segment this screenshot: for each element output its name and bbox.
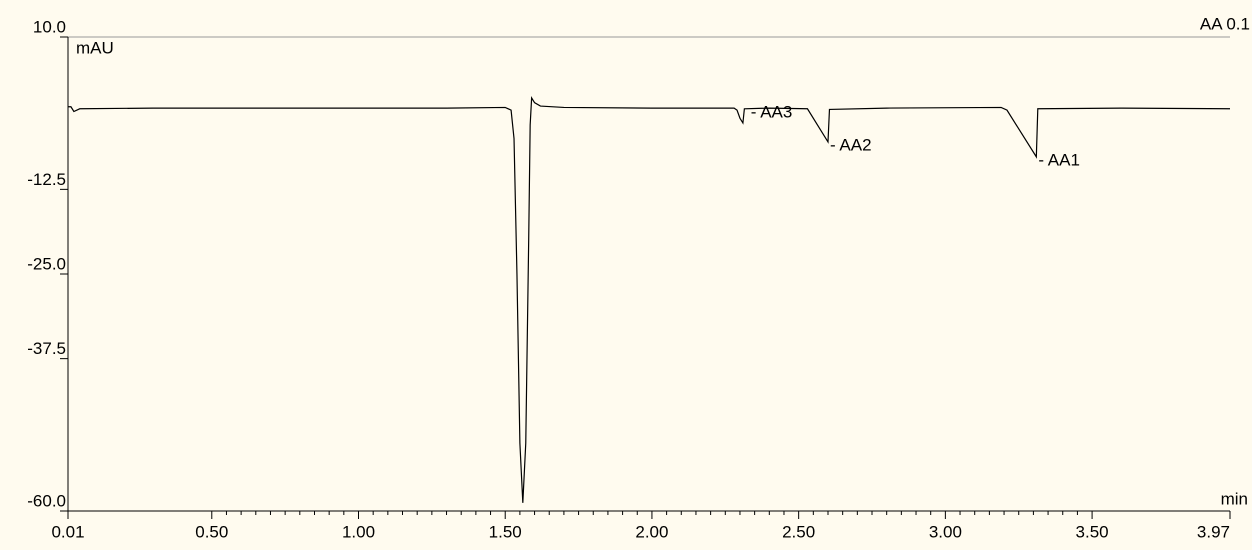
x-tick-label: 3.00 (929, 522, 962, 541)
peak-label: - AA2 (830, 135, 872, 154)
y-axis-label: mAU (76, 38, 114, 57)
y-tick-label: -60.0 (27, 491, 66, 510)
trace (68, 95, 1231, 503)
x-axis-label: min (1221, 489, 1248, 508)
x-tick-label: 3.50 (1076, 522, 1109, 541)
peak-label: - AA1 (1038, 150, 1080, 169)
y-tick-label: -37.5 (27, 339, 66, 358)
x-tick-label: 0.50 (195, 522, 228, 541)
chart-title: AA 0.1 (1200, 14, 1250, 33)
y-tick-label: -25.0 (27, 254, 66, 273)
y-tick-label: -12.5 (27, 170, 66, 189)
peak-label: - AA3 (751, 102, 793, 121)
x-tick-label: 2.00 (635, 522, 668, 541)
y-tick-label: 10.0 (33, 17, 66, 36)
x-tick-label: 0.01 (51, 522, 84, 541)
x-tick-label: 1.00 (342, 522, 375, 541)
x-tick-label: 2.50 (782, 522, 815, 541)
x-tick-label: 1.50 (489, 522, 522, 541)
x-tick-label: 3.97 (1197, 522, 1230, 541)
